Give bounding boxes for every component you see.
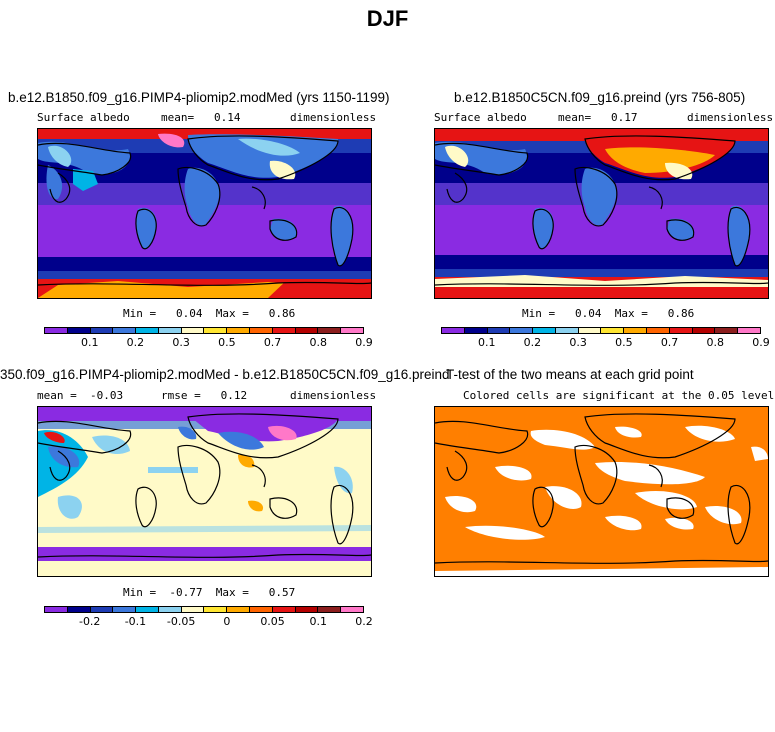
panel1-mean: mean= 0.14 xyxy=(161,111,241,124)
panel1-variable: Surface albedo xyxy=(37,111,130,124)
panel3-mean: mean = -0.03 xyxy=(37,389,124,402)
panel2-variable: Surface albedo xyxy=(434,111,527,124)
figure-title: DJF xyxy=(366,6,409,31)
colorbar-swatch xyxy=(487,328,511,333)
colorbar-tick-label: 0.2 xyxy=(355,615,373,628)
colorbar-swatch xyxy=(442,328,465,333)
colorbar-tick-label: 0.2 xyxy=(126,336,145,349)
colorbar-swatches xyxy=(44,327,364,334)
colorbar-swatch xyxy=(692,328,716,333)
colorbar-swatch xyxy=(158,328,182,333)
colorbar-swatch xyxy=(250,328,273,333)
colorbar-swatch xyxy=(318,328,342,333)
colorbar-swatch xyxy=(45,328,68,333)
colorbar-swatch xyxy=(181,328,205,333)
colorbar-swatch xyxy=(136,328,159,333)
colorbar-swatch xyxy=(341,607,363,612)
colorbar-tick-label: -0.05 xyxy=(166,615,196,628)
colorbar-swatch xyxy=(624,328,648,333)
colorbar-swatch xyxy=(647,328,670,333)
colorbar-tick-label: 0.9 xyxy=(355,336,373,349)
colorbar-tick-label: 0.1 xyxy=(309,615,328,628)
colorbar-tick-label: 0.7 xyxy=(660,336,679,349)
panel1-stats: Min = 0.04 Max = 0.86 xyxy=(123,307,296,320)
colorbar-abs-1-ticks: 0.1 0.2 0.3 0.5 0.7 0.8 0.9 xyxy=(44,336,373,350)
colorbar-tick-label: 0.1 xyxy=(477,336,496,349)
colorbar-tick-label: 0.2 xyxy=(523,336,542,349)
colorbar-tick-label: 0.5 xyxy=(218,336,236,349)
colorbar-tick-label: 0.3 xyxy=(172,336,190,349)
panel2-title: b.e12.B1850C5CN.f09_g16.preind (yrs 756-… xyxy=(454,90,746,105)
colorbar-tick-label: 0.3 xyxy=(569,336,587,349)
panel4-map xyxy=(434,406,769,577)
colorbar-tick-label: 0.1 xyxy=(80,336,99,349)
colorbar-swatch xyxy=(601,328,625,333)
colorbar-swatch xyxy=(67,607,91,612)
colorbar-swatches xyxy=(441,327,761,334)
colorbar-swatches xyxy=(44,606,364,613)
colorbar-swatch xyxy=(555,328,579,333)
colorbar-swatch xyxy=(204,328,228,333)
colorbar-swatch xyxy=(578,328,602,333)
colorbar-swatch xyxy=(113,328,137,333)
colorbar-swatch xyxy=(250,607,273,612)
colorbar-swatch xyxy=(67,328,91,333)
colorbar-swatch xyxy=(272,607,296,612)
colorbar-swatch xyxy=(341,328,363,333)
panel2-units: dimensionless xyxy=(687,111,774,124)
colorbar-tick-label: 0.8 xyxy=(706,336,725,349)
panel2-mean: mean= 0.17 xyxy=(558,111,638,124)
colorbar-swatch xyxy=(227,607,251,612)
colorbar-diff-ticks: -0.2 -0.1 -0.05 0 0.05 0.1 0.2 xyxy=(44,615,373,629)
colorbar-tick-label: 0.7 xyxy=(263,336,282,349)
colorbar-swatch xyxy=(533,328,556,333)
colorbar-swatch xyxy=(295,328,319,333)
colorbar-diff xyxy=(44,606,364,613)
colorbar-tick-label: 0.9 xyxy=(752,336,770,349)
colorbar-swatch xyxy=(738,328,760,333)
panel3-title: 350.f09_g16.PIMP4-pliomip2.modMed - b.e1… xyxy=(0,367,450,382)
panel1-title: b.e12.B1850.f09_g16.PIMP4-pliomip2.modMe… xyxy=(8,90,390,105)
colorbar-abs-2-ticks: 0.1 0.2 0.3 0.5 0.7 0.8 0.9 xyxy=(441,336,770,350)
colorbar-abs-2 xyxy=(441,327,761,334)
colorbar-swatch xyxy=(318,607,342,612)
colorbar-swatch xyxy=(158,607,182,612)
colorbar-tick-label: -0.1 xyxy=(124,615,147,628)
colorbar-swatch xyxy=(90,328,114,333)
colorbar-tick-label: 0.8 xyxy=(309,336,328,349)
panel2-map xyxy=(434,128,769,299)
panel4-title: T-test of the two means at each grid poi… xyxy=(446,367,694,382)
panel2-stats: Min = 0.04 Max = 0.86 xyxy=(522,307,695,320)
colorbar-tick-label: -0.2 xyxy=(78,615,101,628)
colorbar-swatch xyxy=(90,607,114,612)
panel1-units: dimensionless xyxy=(290,111,377,124)
colorbar-swatch xyxy=(510,328,534,333)
colorbar-tick-label: 0.5 xyxy=(615,336,633,349)
panel3-map xyxy=(37,406,372,577)
panel3-stats: Min = -0.77 Max = 0.57 xyxy=(123,586,296,599)
panel4-note: Colored cells are significant at the 0.0… xyxy=(463,389,775,402)
colorbar-swatch xyxy=(272,328,296,333)
colorbar-swatch xyxy=(45,607,68,612)
colorbar-tick-label: 0.05 xyxy=(260,615,285,628)
colorbar-tick-label: 0 xyxy=(223,615,231,628)
panel1-map xyxy=(37,128,372,299)
colorbar-swatch xyxy=(295,607,319,612)
panel3-units: dimensionless xyxy=(290,389,377,402)
colorbar-swatch xyxy=(181,607,205,612)
colorbar-swatch xyxy=(227,328,251,333)
colorbar-swatch xyxy=(464,328,488,333)
colorbar-swatch xyxy=(669,328,693,333)
colorbar-abs-1 xyxy=(44,327,364,334)
colorbar-swatch xyxy=(715,328,739,333)
panel3-rmse: rmse = 0.12 xyxy=(161,389,248,402)
colorbar-swatch xyxy=(204,607,228,612)
colorbar-swatch xyxy=(136,607,159,612)
colorbar-swatch xyxy=(113,607,137,612)
